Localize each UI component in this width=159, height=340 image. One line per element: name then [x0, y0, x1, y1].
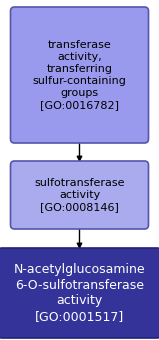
FancyBboxPatch shape — [10, 161, 149, 229]
FancyBboxPatch shape — [0, 248, 159, 338]
Text: transferase
activity,
transferring
sulfur-containing
groups
[GO:0016782]: transferase activity, transferring sulfu… — [33, 40, 126, 110]
Text: N-acetylglucosamine
6-O-sulfotransferase
activity
[GO:0001517]: N-acetylglucosamine 6-O-sulfotransferase… — [14, 263, 145, 323]
Text: sulfotransferase
activity
[GO:0008146]: sulfotransferase activity [GO:0008146] — [34, 178, 125, 212]
FancyBboxPatch shape — [10, 7, 149, 143]
